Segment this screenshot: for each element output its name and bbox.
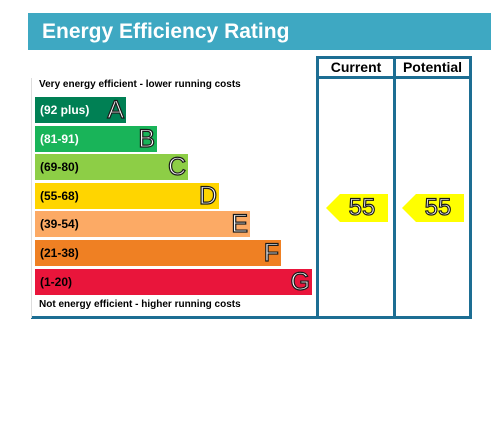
band-letter-label: D xyxy=(198,181,217,210)
band-e: (39-54) E xyxy=(35,210,250,239)
band-range-label: (39-54) xyxy=(40,217,79,232)
frame-bottom-line xyxy=(31,316,471,319)
rating-arrow-potential: 55 xyxy=(402,193,464,222)
band-a: (92 plus) A xyxy=(35,95,126,125)
rating-value-potential: 55 xyxy=(424,193,452,221)
band-range-label: (21-38) xyxy=(40,246,79,260)
rating-arrow-current: 55 xyxy=(326,193,388,222)
cropped-header-text xyxy=(0,0,491,6)
band-b: (81-91) B xyxy=(35,124,157,153)
chart-title: Energy Efficiency Rating xyxy=(28,13,491,50)
band-range-label: (81-91) xyxy=(40,131,79,146)
band-range-label: (55-68) xyxy=(40,188,79,203)
band-letter-label: A xyxy=(107,95,125,124)
band-d: (55-68) D xyxy=(35,181,219,210)
band-range-label: (92 plus) xyxy=(40,103,90,117)
band-letter-label: C xyxy=(167,153,186,182)
frame-right-line xyxy=(469,56,472,319)
band-c: (69-80) C xyxy=(35,153,188,182)
band-letter-label: F xyxy=(263,238,280,267)
band-range-label: (69-80) xyxy=(40,160,79,175)
frame-divider-current xyxy=(316,56,319,319)
band-g: (1-20) G xyxy=(35,267,312,296)
top-caption: Very energy efficient - lower running co… xyxy=(39,79,241,90)
bottom-caption: Not energy efficient - higher running co… xyxy=(39,299,241,310)
frame-left-line xyxy=(31,78,32,318)
band-letter-label: B xyxy=(138,124,156,153)
frame-divider-potential xyxy=(393,56,396,319)
band-letter-label: G xyxy=(290,267,311,296)
column-header-potential: Potential xyxy=(402,59,463,75)
column-header-current: Current xyxy=(330,59,382,75)
rating-value-current: 55 xyxy=(348,193,376,221)
band-letter-label: E xyxy=(231,210,249,239)
band-f: (21-38) F xyxy=(35,238,281,268)
band-range-label: (1-20) xyxy=(40,274,73,289)
